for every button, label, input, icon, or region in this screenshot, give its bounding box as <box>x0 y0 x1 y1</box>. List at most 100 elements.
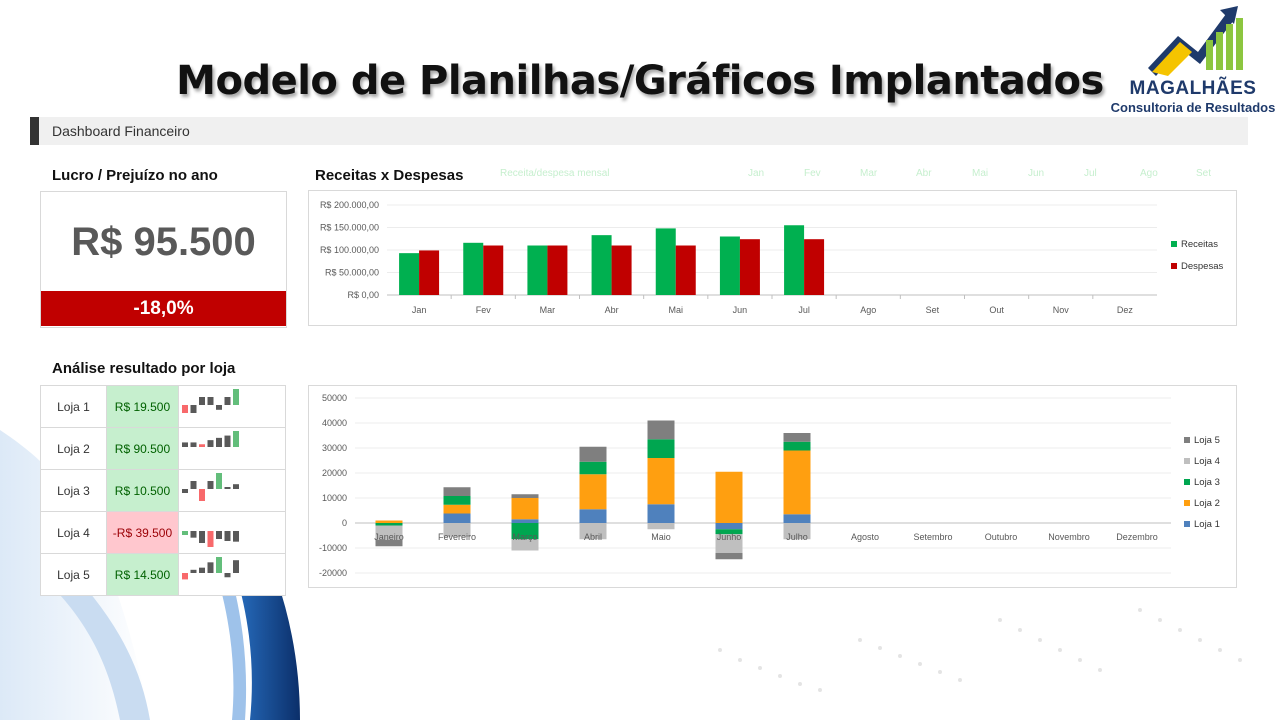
sparkline-bar <box>207 397 214 405</box>
sparkline-bar <box>182 573 189 580</box>
sparkline-chart <box>182 557 240 580</box>
bar-receitas <box>655 228 676 295</box>
sparkline-bar <box>207 440 214 447</box>
store-name: Loja 5 <box>40 553 107 596</box>
store-result: R$ 14.500 <box>105 553 180 596</box>
faint-month-label: Mar <box>860 168 878 179</box>
x-tick-label: Julho <box>786 532 808 542</box>
stacked-bar-loja-1 <box>715 523 743 530</box>
sparkline-bar <box>233 389 240 405</box>
bar-receitas <box>719 236 740 295</box>
faint-month-label: Jan <box>748 168 765 179</box>
stacked-bar-loja-5 <box>647 420 675 440</box>
legend-label: Receitas <box>1181 239 1218 250</box>
stacked-bar-loja-5 <box>783 433 811 442</box>
x-tick-label: Outubro <box>985 532 1018 542</box>
sparkline-bar <box>216 557 223 573</box>
bar-despesas <box>739 239 760 295</box>
stacked-bar-loja-5 <box>375 540 403 547</box>
y-tick-label: R$ 100.000,00 <box>320 245 379 255</box>
faint-month-label: Ago <box>1140 168 1158 179</box>
x-tick-label: Nov <box>1053 305 1070 315</box>
legend-swatch <box>1171 263 1177 269</box>
sparkline-bar <box>199 531 206 543</box>
stacked-bar-loja-2 <box>715 471 743 523</box>
kpi-card: R$ 95.500 -18,0% <box>40 191 287 328</box>
revenue-chart-title: Receitas x Despesas <box>315 167 464 184</box>
sparkline-bar <box>224 573 231 578</box>
faint-month-label: Mai <box>972 168 989 179</box>
bar-receitas <box>463 242 484 295</box>
sparkline-bar <box>207 531 214 547</box>
bar-despesas <box>804 239 825 295</box>
stacked-bar-loja-4 <box>579 523 607 540</box>
x-tick-label: Abril <box>584 532 602 542</box>
x-tick-label: Mar <box>540 305 556 315</box>
bar-receitas <box>527 245 548 295</box>
legend-swatch <box>1184 521 1190 527</box>
stacked-bar-loja-4 <box>375 525 403 540</box>
sparkline-bar <box>216 405 223 410</box>
bar-despesas <box>483 245 504 295</box>
bar-despesas <box>419 250 440 295</box>
sparkline-bar <box>199 567 206 573</box>
sparkline-bar <box>233 431 240 447</box>
legend-label: Loja 2 <box>1194 498 1220 509</box>
store-row: Loja 1 R$ 19.500 <box>40 385 286 428</box>
kpi-change: -18,0% <box>41 291 286 326</box>
revenue-expense-chart-panel: R$ 0,00 R$ 50.000,00 R$ 100.000,00 R$ 150.0… <box>308 190 1237 326</box>
stacked-bar-loja-3 <box>511 523 539 540</box>
x-tick-label: Março <box>512 532 537 542</box>
stacked-bar-loja-2 <box>783 450 811 515</box>
sparkline-bar <box>199 444 206 447</box>
faint-row-text: Receita/despesa mensal <box>500 168 610 179</box>
legend-swatch <box>1184 500 1190 506</box>
logo-chart-icon <box>1148 6 1243 76</box>
x-tick-label: Setembro <box>913 532 952 542</box>
y-tick-label: 0 <box>342 518 347 528</box>
stacked-bar-loja-1 <box>647 504 675 523</box>
stacked-bar-loja-5 <box>443 487 471 496</box>
store-name: Loja 3 <box>40 469 107 512</box>
legend-swatch <box>1171 241 1177 247</box>
stacked-bar-loja-4 <box>443 523 471 537</box>
stacked-bar-loja-2 <box>511 498 539 520</box>
store-result: R$ 90.500 <box>105 427 180 470</box>
sparkline-chart <box>182 431 240 447</box>
stacked-bar-loja-1 <box>443 513 471 523</box>
store-results-chart-panel: -20000 -10000 0 10000 20000 30000 40000 50000 Ja… <box>308 385 1237 588</box>
stores-label: Análise resultado por loja <box>52 360 236 377</box>
stacked-bar-loja-2 <box>579 474 607 510</box>
page-title: Modelo de Planilhas/Gráficos Implantados <box>176 58 1104 104</box>
stacked-bar-loja-4 <box>511 539 539 551</box>
legend-label: Loja 5 <box>1194 435 1220 446</box>
x-tick-label: Dezembro <box>1116 532 1158 542</box>
sparkline-bar <box>190 481 197 489</box>
legend-label: Loja 3 <box>1194 477 1220 488</box>
stacked-bar-loja-5 <box>579 446 607 462</box>
x-tick-label: Dez <box>1117 305 1134 315</box>
faint-month-label: Set <box>1196 168 1212 179</box>
sparkline-bar <box>233 531 240 542</box>
faint-month-label: Abr <box>916 168 932 179</box>
sparkline-chart <box>182 473 240 501</box>
x-tick-label: Out <box>989 305 1004 315</box>
y-tick-label: 20000 <box>322 468 347 478</box>
y-tick-label: 40000 <box>322 418 347 428</box>
store-name: Loja 4 <box>40 511 107 554</box>
stacked-bar-loja-4 <box>783 523 811 540</box>
x-tick-label: Set <box>926 305 940 315</box>
bar-receitas <box>784 225 805 295</box>
sparkline-bar <box>207 481 214 489</box>
y-tick-label: R$ 200.000,00 <box>320 200 379 210</box>
faint-month-label: Jun <box>1028 168 1045 179</box>
kpi-label: Lucro / Prejuízo no ano <box>52 167 218 184</box>
legend-label: Loja 1 <box>1194 519 1220 530</box>
legend-swatch <box>1184 458 1190 464</box>
y-tick-label: 10000 <box>322 493 347 503</box>
stacked-bar-loja-3 <box>579 461 607 475</box>
x-tick-label: Ago <box>860 305 876 315</box>
store-row: Loja 2 R$ 90.500 <box>40 427 286 470</box>
y-tick-label: R$ 50.000,00 <box>325 268 379 278</box>
store-result: R$ 10.500 <box>105 469 180 512</box>
